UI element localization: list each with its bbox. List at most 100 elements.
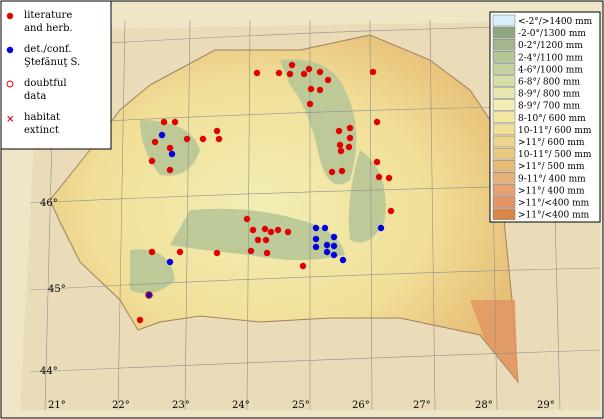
longitude-label: 29°: [537, 400, 555, 411]
legend-label: literature: [24, 10, 72, 21]
record-literature: [345, 143, 353, 151]
climate-swatch: [492, 51, 516, 63]
record-literature: [373, 118, 381, 126]
climate-swatch: [492, 87, 516, 99]
climate-label: -2-0°/1300 mm: [518, 29, 586, 39]
record-literature: [249, 226, 257, 234]
record-literature: [300, 70, 308, 78]
record-literature: [148, 248, 156, 256]
climate-swatch: [492, 75, 516, 87]
record-confirmed: [339, 256, 347, 264]
record-literature: [369, 68, 377, 76]
climate-label: 6-8°/ 800 mm: [518, 78, 580, 88]
longitude-label: 28°: [475, 400, 493, 411]
record-literature: [160, 118, 168, 126]
record-literature: [324, 76, 332, 84]
longitude-labels: 21° 22° 23° 24° 25° 26° 27° 28° 29°: [48, 400, 555, 411]
latitude-label: 45°: [48, 284, 66, 295]
record-literature: [136, 316, 144, 324]
record-literature: [299, 262, 307, 270]
record-literature: [166, 166, 174, 174]
record-literature: [286, 70, 294, 78]
climate-label: >11°/ 500 mm: [518, 162, 585, 172]
record-confirmed: [166, 258, 174, 266]
record-confirmed: [168, 150, 176, 158]
climate-swatch: [492, 208, 516, 220]
record-confirmed: [312, 224, 320, 232]
record-literature: [316, 86, 324, 94]
record-literature: [261, 225, 269, 233]
legend-symbol: [6, 80, 14, 88]
longitude-label: 21°: [48, 400, 66, 411]
climate-swatch: [492, 99, 516, 111]
legend-label: data: [24, 91, 46, 102]
climate-swatch: [492, 123, 516, 136]
record-literature: [151, 138, 159, 146]
climate-swatch: [492, 196, 516, 208]
longitude-label: 25°: [292, 400, 310, 411]
latitude-label: 46°: [40, 198, 58, 209]
record-literature: [385, 174, 393, 182]
record-mixed: [145, 291, 153, 299]
record-confirmed: [330, 242, 338, 250]
climate-label: 8-9°/ 700 mm: [518, 102, 580, 112]
record-literature: [288, 61, 296, 69]
climate-swatch: [492, 111, 516, 124]
record-literature: [183, 135, 191, 143]
record-literature: [243, 215, 251, 223]
longitude-label: 23°: [172, 400, 190, 411]
record-literature: [215, 135, 223, 143]
record-literature: [275, 69, 283, 77]
record-literature: [247, 247, 255, 255]
record-literature: [253, 69, 261, 77]
climate-label: 2-4°/1100 mm: [518, 53, 583, 63]
climate-label: 10-11°/ 500 mm: [518, 150, 592, 160]
record-literature: [274, 226, 282, 234]
climate-legend: <-2°/>1400 mm -2-0°/1300 mm 0-2°/1200 mm 2-…: [492, 14, 593, 221]
climate-label: 8-9°/ 800 mm: [518, 90, 580, 100]
climate-label: 0-2°/1200 mm: [518, 41, 583, 51]
record-confirmed: [323, 241, 331, 249]
climate-swatch: [492, 63, 516, 75]
longitude-label: 26°: [352, 400, 370, 411]
record-literature: [213, 127, 221, 135]
record-literature: [373, 158, 381, 166]
legend-label: Ştefănuţ S.: [24, 57, 80, 68]
climate-swatch: [492, 159, 516, 172]
legend-label: doubtful: [24, 78, 67, 89]
record-literature: [306, 100, 314, 108]
record-literature: [336, 141, 344, 149]
legend-label: extinct: [24, 125, 59, 136]
legend-symbol: ×: [6, 114, 14, 125]
record-confirmed: [312, 243, 320, 251]
record-literature: [316, 68, 324, 76]
record-confirmed: [321, 224, 329, 232]
climate-swatch: [492, 147, 516, 160]
climate-label: 10-11°/ 600 mm: [518, 126, 592, 136]
legend-label: det./conf.: [24, 44, 71, 55]
record-literature: [166, 144, 174, 152]
record-literature: [176, 248, 184, 256]
record-literature: [338, 167, 346, 175]
record-literature: [254, 236, 262, 244]
record-literature: [328, 168, 336, 176]
record-confirmed: [158, 131, 166, 139]
record-literature: [387, 207, 395, 215]
record-confirmed: [377, 224, 385, 232]
climate-label: 9-11°/ 400 mm: [518, 174, 586, 184]
record-literature: [148, 157, 156, 165]
record-literature: [213, 249, 221, 257]
records: [136, 61, 395, 324]
record-literature: [346, 124, 354, 132]
longitude-label: 22°: [112, 400, 130, 411]
latitude-label: 44°: [40, 366, 58, 377]
climate-label: <-2°/>1400 mm: [518, 17, 593, 27]
record-literature: [171, 118, 179, 126]
record-literature: [263, 249, 271, 257]
longitude-label: 27°: [413, 400, 431, 411]
climate-swatch: [492, 26, 516, 39]
mountains: [130, 59, 386, 294]
record-literature: [375, 173, 383, 181]
climate-label: >11°/ 600 mm: [518, 138, 585, 148]
